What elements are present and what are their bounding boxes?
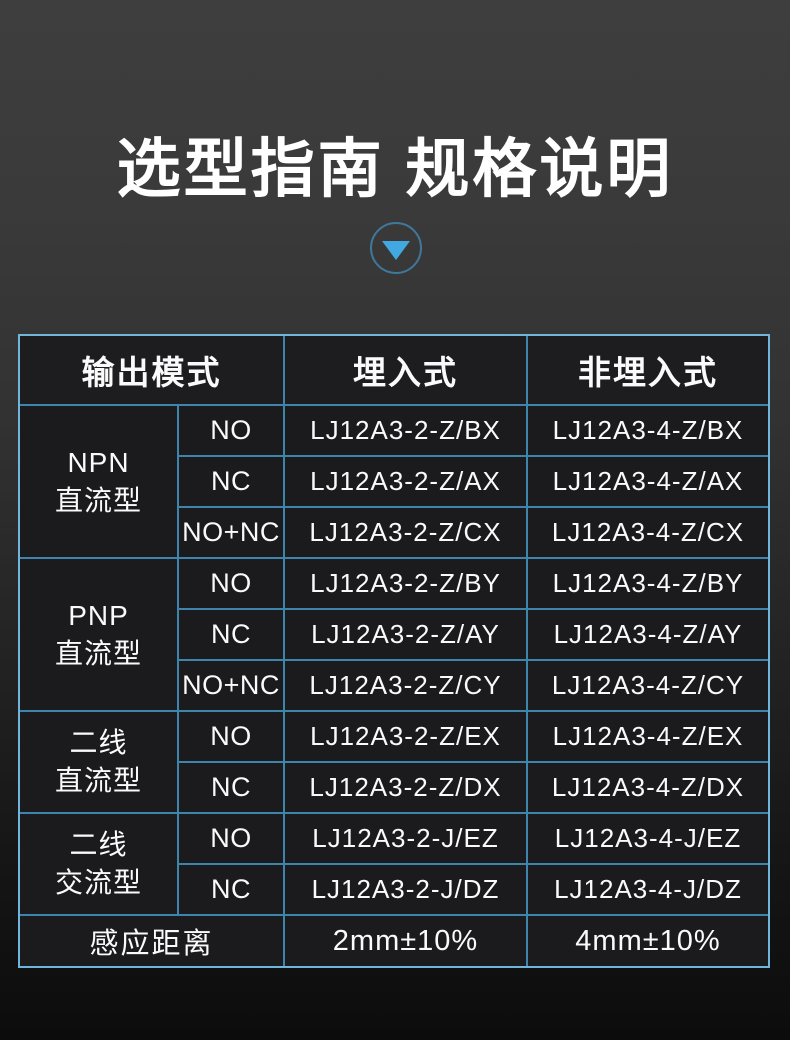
group-label-line1: PNP: [68, 599, 129, 631]
mode-cell: NC: [179, 865, 283, 914]
mode-cell: NC: [179, 763, 283, 812]
model-cell: LJ12A3-2-Z/DX: [285, 763, 526, 812]
mode-cell: NO: [179, 712, 283, 761]
mode-cell: NO+NC: [179, 661, 283, 710]
model-cell: LJ12A3-2-Z/AY: [285, 610, 526, 659]
mode-cell: NO: [179, 559, 283, 608]
model-cell: LJ12A3-4-Z/BY: [528, 559, 768, 608]
group-label-line1: 二线: [69, 829, 128, 861]
group-label-two-wire-dc: 二线 直流型: [20, 712, 177, 812]
scroll-down-icon: [370, 222, 422, 274]
spec-table: 输出模式 埋入式 非埋入式 NPN 直流型 NO LJ12A3-2-Z/BX L…: [18, 334, 770, 968]
model-cell: LJ12A3-4-Z/AX: [528, 457, 768, 506]
triangle-down-icon: [382, 240, 410, 260]
model-cell: LJ12A3-4-Z/DX: [528, 763, 768, 812]
model-cell: LJ12A3-2-Z/CX: [285, 508, 526, 557]
page-title: 选型指南 规格说明: [116, 133, 674, 205]
model-cell: LJ12A3-4-Z/CY: [528, 661, 768, 710]
group-label-two-wire-ac: 二线 交流型: [20, 814, 177, 914]
model-cell: LJ12A3-2-Z/CY: [285, 661, 526, 710]
model-cell: LJ12A3-4-Z/AY: [528, 610, 768, 659]
mode-cell: NO: [179, 406, 283, 455]
model-cell: LJ12A3-4-Z/BX: [528, 406, 768, 455]
sensing-distance-flush: 2mm±10%: [285, 916, 526, 966]
group-label-line2: 直流型: [54, 637, 142, 669]
mode-cell: NC: [179, 610, 283, 659]
sensing-distance-label: 感应距离: [20, 916, 283, 966]
mode-cell: NC: [179, 457, 283, 506]
model-cell: LJ12A3-4-J/DZ: [528, 865, 768, 914]
group-label-line2: 直流型: [54, 765, 142, 796]
model-cell: LJ12A3-4-J/EZ: [528, 814, 768, 863]
model-cell: LJ12A3-2-Z/EX: [285, 712, 526, 761]
model-cell: LJ12A3-2-J/EZ: [285, 814, 526, 863]
col-header-output-mode: 输出模式: [20, 336, 283, 404]
model-cell: LJ12A3-4-Z/EX: [528, 712, 768, 761]
model-cell: LJ12A3-4-Z/CX: [528, 508, 768, 557]
model-cell: LJ12A3-2-Z/AX: [285, 457, 526, 506]
mode-cell: NO: [179, 814, 283, 863]
group-label-pnp-dc: PNP 直流型: [20, 559, 177, 710]
group-label-line1: NPN: [67, 446, 130, 478]
sensing-distance-non-flush: 4mm±10%: [528, 916, 768, 966]
group-label-line2: 交流型: [54, 867, 142, 898]
model-cell: LJ12A3-2-Z/BX: [285, 406, 526, 455]
model-cell: LJ12A3-2-Z/BY: [285, 559, 526, 608]
mode-cell: NO+NC: [179, 508, 283, 557]
group-label-npn-dc: NPN 直流型: [20, 406, 177, 557]
col-header-non-flush: 非埋入式: [528, 336, 768, 404]
col-header-flush: 埋入式: [285, 336, 526, 404]
group-label-line2: 直流型: [54, 484, 142, 516]
model-cell: LJ12A3-2-J/DZ: [285, 865, 526, 914]
group-label-line1: 二线: [69, 727, 128, 759]
